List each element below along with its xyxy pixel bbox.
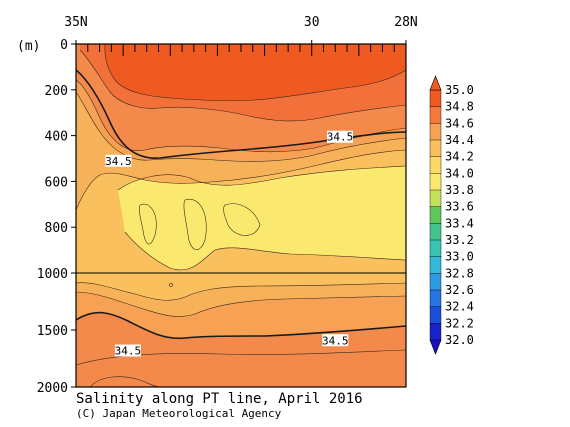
colorbar-segment xyxy=(429,273,442,291)
colorbar-segment xyxy=(429,123,442,141)
colorbar-segment xyxy=(429,189,442,208)
y-tick-label: 2000 xyxy=(37,381,68,396)
colorbar-bottom-arrow xyxy=(429,339,442,355)
contour-label-bg xyxy=(114,344,141,357)
colorbar-level-label: 34.2 xyxy=(445,150,474,164)
colorbar-level-label: 34.6 xyxy=(445,116,474,130)
colorbar-segment xyxy=(429,173,442,191)
y-tick-label: 1000 xyxy=(37,267,68,282)
colorbar-level-label: 32.4 xyxy=(445,300,474,314)
contour-label: 34.5 xyxy=(327,131,354,144)
colorbar-top-arrow xyxy=(429,75,442,91)
colorbar-level-label: 33.6 xyxy=(445,200,474,214)
colorbar-labels: 35.0 34.8 34.6 34.4 34.2 34.0 33.8 33.6 33.4 33.2… xyxy=(445,83,474,347)
colorbar-segment xyxy=(429,223,442,241)
small-contour-loop xyxy=(169,283,173,287)
y-tick-label: 1500 xyxy=(37,324,68,339)
contour-labels: 34.5 34.5 34.5 34.5 xyxy=(105,130,354,358)
colorbar-level-label: 34.0 xyxy=(445,166,474,180)
colorbar-level-label: 32.8 xyxy=(445,266,474,280)
y-tick-label: 400 xyxy=(45,130,68,145)
contour-label-bg xyxy=(105,154,132,167)
colorbar-level-label: 32.2 xyxy=(445,316,474,330)
colorbar-segment xyxy=(429,306,442,324)
colorbar-level-label: 33.0 xyxy=(445,250,474,264)
colorbar-level-label: 35.0 xyxy=(445,83,474,97)
band-gt-34.9 xyxy=(104,44,406,101)
colorbar-segment xyxy=(429,256,442,274)
colorbar xyxy=(429,75,442,355)
y-tick-label: 600 xyxy=(45,175,68,190)
colorbar-segment xyxy=(429,323,442,341)
x-axis: 35N 30 28N xyxy=(64,15,418,44)
colorbar-level-label: 33.4 xyxy=(445,216,474,230)
colorbar-segment xyxy=(429,239,442,258)
colorbar-segment xyxy=(429,206,442,224)
y-tick-label: 200 xyxy=(45,84,68,99)
y-tick-label: 800 xyxy=(45,221,68,236)
colorbar-segment xyxy=(429,139,442,158)
y-axis-unit: (m) xyxy=(17,39,40,54)
colorbar-level-label: 34.8 xyxy=(445,100,474,114)
x-tick-label: 35N xyxy=(64,15,87,30)
colorbar-level-label: 33.8 xyxy=(445,183,474,197)
contour-label-bg xyxy=(322,334,349,347)
y-axis: 0 200 400 600 800 1000 1500 2000 xyxy=(37,38,76,396)
colorbar-level-label: 32.6 xyxy=(445,283,474,297)
colorbar-level-label: 34.4 xyxy=(445,133,474,147)
colorbar-segment xyxy=(429,89,442,108)
chart-credit: (C) Japan Meteorological Agency xyxy=(76,407,282,420)
colorbar-segment xyxy=(429,289,442,308)
contour-label: 34.5 xyxy=(105,155,132,168)
chart-title: Salinity along PT line, April 2016 xyxy=(76,391,363,407)
x-tick-label: 30 xyxy=(304,15,320,30)
colorbar-segment xyxy=(429,106,442,124)
contour-lines xyxy=(76,44,406,387)
colorbar-level-label: 32.0 xyxy=(445,333,474,347)
x-tick-label: 28N xyxy=(394,15,417,30)
station-ticks xyxy=(75,44,407,56)
contour-label-bg xyxy=(327,130,353,143)
y-tick-label: 0 xyxy=(60,38,68,53)
colorbar-level-label: 33.2 xyxy=(445,233,474,247)
contour-label: 34.5 xyxy=(115,345,142,358)
contour-label: 34.5 xyxy=(322,334,349,347)
salinity-field xyxy=(76,44,406,387)
band-34.7-34.8 xyxy=(76,312,406,387)
colorbar-segment xyxy=(429,156,442,174)
